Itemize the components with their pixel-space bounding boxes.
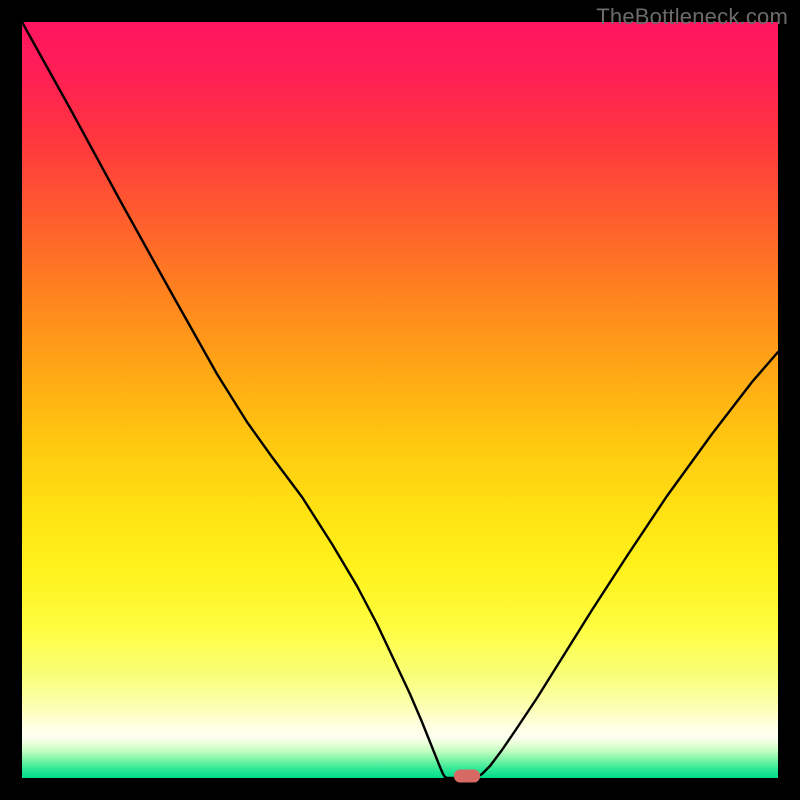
watermark-text: TheBottleneck.com xyxy=(596,4,788,30)
chart-frame: { "watermark": { "text": "TheBottleneck.… xyxy=(0,0,800,800)
optimal-marker xyxy=(454,770,480,783)
plot-background xyxy=(22,22,778,778)
bottleneck-chart xyxy=(0,0,800,800)
